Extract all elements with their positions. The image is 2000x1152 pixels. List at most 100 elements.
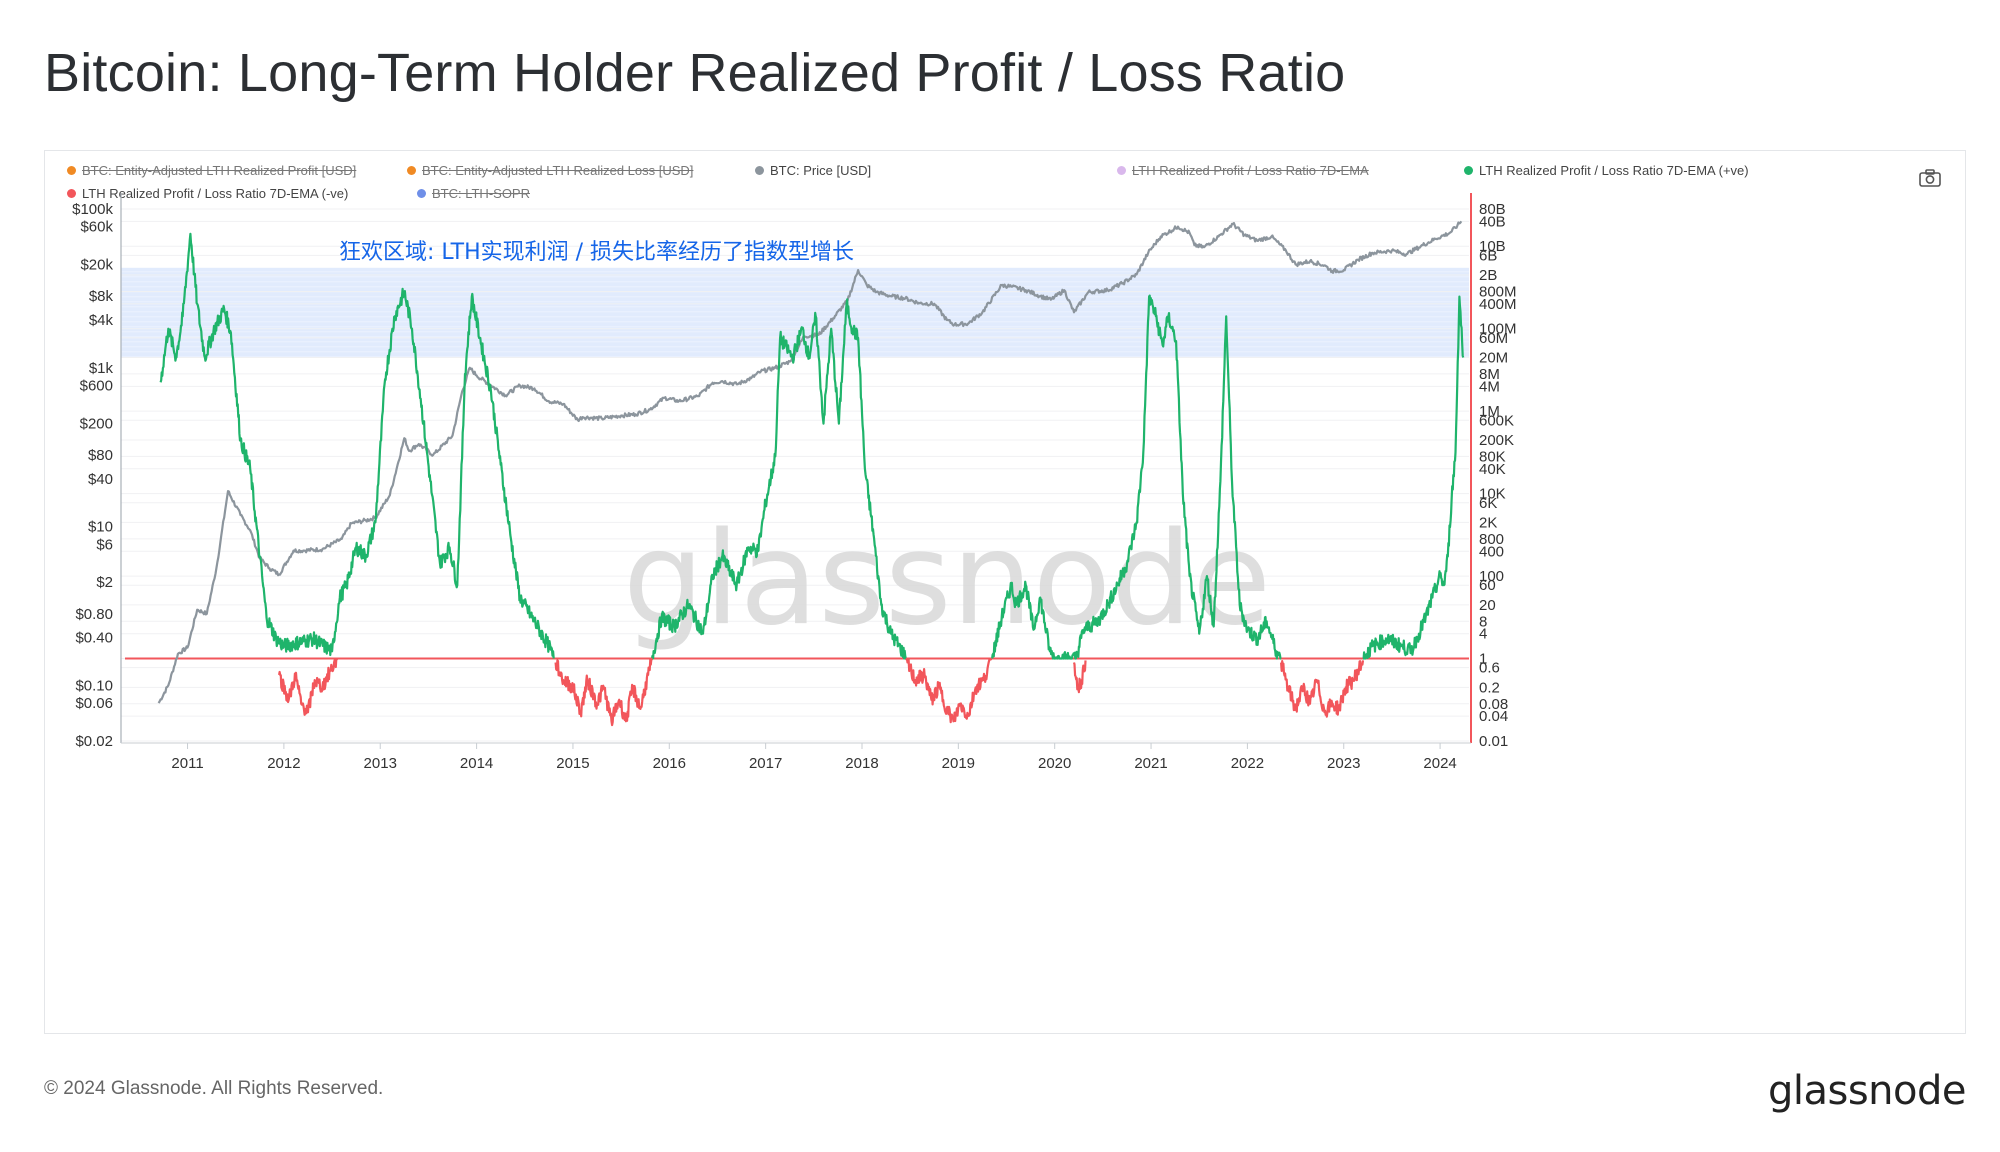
- x-axis-tick-label: 2011: [171, 755, 203, 772]
- right-axis-tick-label: 80B: [1479, 201, 1506, 218]
- legend-dot: [1464, 166, 1473, 175]
- right-axis-tick-label: 80K: [1479, 448, 1506, 465]
- legend-label: LTH Realized Profit / Loss Ratio 7D-EMA …: [1479, 163, 1749, 178]
- x-axis-tick-label: 2017: [749, 755, 782, 772]
- right-axis-tick-label: 10B: [1479, 238, 1506, 255]
- legend-item-lth-sopr[interactable]: BTC: LTH-SOPR: [417, 186, 530, 201]
- right-axis-tick-label: 40K: [1479, 461, 1506, 478]
- right-axis-tick-label: 10K: [1479, 486, 1506, 503]
- euphoria-zone-annotation: 狂欢区域: LTH实现利润 / 损失比率经历了指数型增长: [339, 240, 854, 265]
- legend-item-lth-ratio-negative[interactable]: LTH Realized Profit / Loss Ratio 7D-EMA …: [67, 186, 348, 201]
- lth-ratio-positive-line: [159, 232, 555, 659]
- right-axis-tick-label: 20M: [1479, 350, 1508, 367]
- legend-label: BTC: LTH-SOPR: [432, 186, 530, 201]
- chart-canvas: $100k$60k$20k$8k$4k$1k$600$200$80$40$10$…: [72, 193, 1517, 772]
- right-axis-tick-label: 0.6: [1479, 660, 1500, 677]
- left-axis-tick-label: $20k: [80, 257, 113, 274]
- x-axis-tick-label: 2014: [460, 755, 493, 772]
- right-axis-tick-label: 600K: [1479, 412, 1514, 429]
- x-axis-tick-label: 2020: [1038, 755, 1071, 772]
- legend-item-lth-ratio-ema[interactable]: LTH Realized Profit / Loss Ratio 7D-EMA: [1117, 163, 1369, 178]
- legend-item-lth-realized-loss[interactable]: BTC: Entity-Adjusted LTH Realized Loss […: [407, 163, 693, 178]
- left-axis-tick-label: $100k: [72, 201, 113, 218]
- x-axis-tick-label: 2016: [653, 755, 686, 772]
- right-axis-tick-label: 4: [1479, 626, 1487, 643]
- left-axis-tick-label: $6: [96, 536, 113, 553]
- right-axis-tick-label: 0.04: [1479, 708, 1508, 725]
- legend-dot: [407, 166, 416, 175]
- legend-dot: [417, 189, 426, 198]
- legend-dot: [67, 189, 76, 198]
- right-axis-tick-label: 200K: [1479, 432, 1514, 449]
- left-axis-tick-label: $10: [88, 519, 113, 536]
- right-axis-tick-label: 2B: [1479, 267, 1497, 284]
- right-axis-tick-label: 60M: [1479, 330, 1508, 347]
- brand-logo: glassnode: [1767, 1068, 1967, 1114]
- legend-label: LTH Realized Profit / Loss Ratio 7D-EMA …: [82, 186, 349, 201]
- lth-ratio-positive-line: [991, 294, 1282, 660]
- right-axis-tick-label: 40B: [1479, 213, 1506, 230]
- right-axis-tick-label: 0.2: [1479, 679, 1500, 696]
- x-axis-tick-label: 2019: [942, 755, 975, 772]
- legend-label: BTC: Price [USD]: [770, 163, 872, 178]
- right-axis-tick-label: 0.08: [1479, 696, 1508, 713]
- lth-ratio-positive-line: [650, 298, 907, 660]
- legend-item-lth-ratio-positive[interactable]: LTH Realized Profit / Loss Ratio 7D-EMA …: [1464, 163, 1749, 178]
- lth-ratio-negative-line: [1280, 660, 1365, 718]
- right-axis-tick-label: 400M: [1479, 296, 1517, 313]
- right-axis-tick-label: 2K: [1479, 514, 1497, 531]
- legend-dot: [755, 166, 764, 175]
- x-axis-tick-label: 2015: [556, 755, 589, 772]
- lth-ratio-negative-line: [905, 657, 993, 724]
- right-axis-tick-label: 8: [1479, 613, 1487, 630]
- right-axis-tick-label: 100: [1479, 568, 1504, 585]
- left-axis-tick-label: $0.10: [75, 677, 113, 694]
- right-axis-tick-label: 1: [1479, 651, 1487, 668]
- left-axis-tick-label: $40: [88, 471, 113, 488]
- watermark: glassnode: [623, 505, 1271, 654]
- lth-ratio-positive-line: [1362, 295, 1465, 660]
- right-axis-tick-label: 0.01: [1479, 733, 1508, 750]
- left-axis-tick-label: $0.80: [75, 606, 113, 623]
- lth-ratio-negative-line: [1072, 660, 1087, 694]
- copyright-text: © 2024 Glassnode. All Rights Reserved.: [44, 1078, 384, 1099]
- right-axis-tick-label: 400: [1479, 543, 1504, 560]
- left-axis-tick-label: $80: [88, 447, 113, 464]
- x-axis-tick-label: 2012: [267, 755, 300, 772]
- legend-label: LTH Realized Profit / Loss Ratio 7D-EMA: [1132, 163, 1369, 178]
- camera-icon[interactable]: [1919, 169, 1941, 187]
- right-axis-tick-label: 20: [1479, 597, 1496, 614]
- x-axis-tick-label: 2013: [364, 755, 397, 772]
- left-axis-tick-label: $600: [80, 377, 113, 394]
- legend-label: BTC: Entity-Adjusted LTH Realized Profit…: [82, 163, 357, 178]
- right-axis-tick-label: 4M: [1479, 378, 1500, 395]
- lth-ratio-negative-line: [278, 657, 338, 716]
- right-axis-tick-label: 6B: [1479, 247, 1497, 264]
- left-axis-tick-label: $2: [96, 574, 113, 591]
- right-axis-tick-label: 800: [1479, 531, 1504, 548]
- left-axis-tick-label: $1k: [89, 360, 114, 377]
- x-axis-tick-label: 2023: [1327, 755, 1360, 772]
- left-axis-tick-label: $0.06: [75, 695, 113, 712]
- x-axis-tick-label: 2022: [1231, 755, 1264, 772]
- right-axis-tick-label: 1M: [1479, 403, 1500, 420]
- legend-dot: [67, 166, 76, 175]
- legend-item-btc-price[interactable]: BTC: Price [USD]: [755, 163, 871, 178]
- left-axis-tick-label: $4k: [89, 312, 114, 329]
- page-title: Bitcoin: Long-Term Holder Realized Profi…: [44, 43, 1346, 103]
- left-axis-tick-label: $8k: [89, 288, 114, 305]
- euphoria-zone-band: [121, 267, 1469, 358]
- legend-dot: [1117, 166, 1126, 175]
- right-axis-tick-label: 100M: [1479, 321, 1517, 338]
- legend: BTC: Entity-Adjusted LTH Realized Profit…: [67, 163, 1947, 213]
- right-axis-tick-label: 800M: [1479, 283, 1517, 300]
- legend-item-lth-realized-profit[interactable]: BTC: Entity-Adjusted LTH Realized Profit…: [67, 163, 356, 178]
- left-axis-tick-label: $200: [80, 415, 113, 432]
- left-axis-tick-label: $60k: [80, 219, 113, 236]
- right-axis-tick-label: 6K: [1479, 495, 1497, 512]
- x-axis-tick-label: 2018: [845, 755, 878, 772]
- x-axis-tick-label: 2024: [1423, 755, 1456, 772]
- left-axis-tick-label: $0.40: [75, 630, 113, 647]
- left-axis-tick-label: $0.02: [75, 733, 113, 750]
- right-axis-tick-label: 60: [1479, 577, 1496, 594]
